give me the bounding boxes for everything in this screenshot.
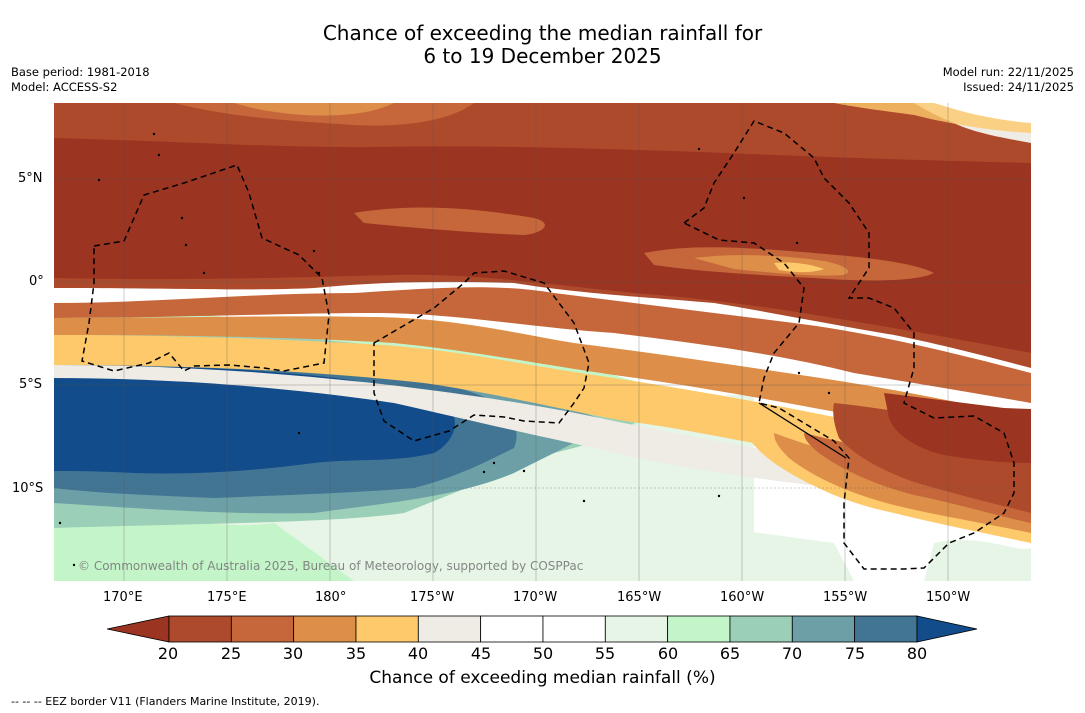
lat-label-10s: 10°S [12, 481, 44, 496]
map-title-line-2: 6 to 19 December 2025 [423, 44, 662, 68]
colorbar-tick: 60 [657, 644, 679, 663]
colorbar-tick: 45 [470, 644, 492, 663]
colorbar-segment [604, 615, 669, 643]
model-text: Model: ACCESS-S2 [11, 79, 118, 94]
colorbar-tick: 70 [781, 644, 803, 663]
base-period-text: Base period: 1981-2018 [11, 65, 150, 79]
lon-label-180: 180° [315, 590, 347, 605]
lon-label-165w: 165°W [617, 590, 662, 605]
issued-text: Issued: 24/11/2025 [963, 79, 1074, 94]
eez-borders [81, 120, 1015, 570]
model-run-text: Model run: 22/11/2025 [942, 65, 1074, 79]
meta-right: Model run: 22/11/2025 Issued: 24/11/2025 [943, 65, 1074, 94]
lat-label-0: 0° [29, 274, 44, 289]
colorbar-segment [791, 615, 856, 643]
colorbar-title: Chance of exceeding median rainfall (%) [369, 668, 716, 688]
lat-label-5s: 5°S [19, 377, 43, 392]
colorbar-segment [542, 615, 606, 643]
colorbar-tick: 55 [594, 644, 616, 663]
rainfall-map-svg [54, 103, 1031, 581]
colorbar-tick: 75 [844, 644, 866, 663]
lon-label-175w: 175°W [410, 590, 455, 605]
eez-legend-text: -- -- -- EEZ border V11 (Flanders Marine… [11, 695, 320, 708]
colorbar-tick: 80 [906, 644, 928, 663]
map-title-line-1: Chance of exceeding the median rainfall … [322, 21, 763, 45]
colorbar-segment [230, 615, 295, 643]
colorbar-segment [729, 615, 793, 643]
colorbar-tick: 35 [345, 644, 367, 663]
colorbar-under-arrow [107, 615, 170, 643]
lon-label-155w: 155°W [823, 590, 868, 605]
island-markers [58, 132, 831, 567]
colorbar-tick: 65 [719, 644, 741, 663]
lat-label-5n: 5°N [18, 171, 43, 186]
lon-label-175e: 175°E [207, 590, 247, 605]
colorbar-segment [854, 615, 918, 643]
colorbar-tick: 25 [220, 644, 242, 663]
colorbar [107, 615, 978, 643]
lon-label-150w: 150°W [926, 590, 971, 605]
colorbar-segment [168, 615, 232, 643]
lon-label-170w: 170°W [513, 590, 558, 605]
lon-label-160w: 160°W [720, 590, 765, 605]
rainfall-map [54, 103, 1031, 581]
colorbar-segments [168, 615, 918, 643]
colorbar-segment [480, 615, 544, 643]
colorbar-over-arrow [916, 615, 978, 643]
colorbar-segment [417, 615, 482, 643]
credit-text: © Commonwealth of Australia 2025, Bureau… [78, 559, 584, 573]
colorbar-tick: 50 [532, 644, 554, 663]
lon-label-170e: 170°E [103, 590, 143, 605]
colorbar-tick: 30 [282, 644, 304, 663]
colorbar-segment [355, 615, 419, 643]
rainfall-field [54, 103, 1031, 581]
colorbar-segment [667, 615, 731, 643]
boundary-line [758, 402, 847, 459]
colorbar-segment [293, 615, 357, 643]
colorbar-tick: 40 [407, 644, 429, 663]
colorbar-tick: 20 [157, 644, 179, 663]
meta-left: Base period: 1981-2018 Model: ACCESS-S2 [11, 65, 150, 94]
